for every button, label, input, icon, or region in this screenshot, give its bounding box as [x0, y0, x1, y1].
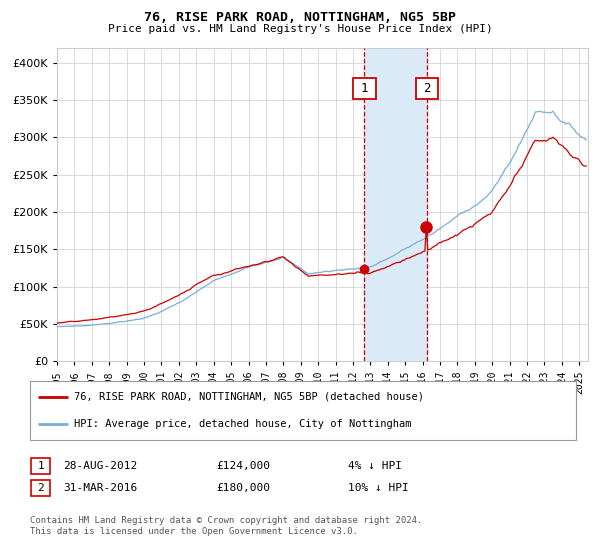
Text: Price paid vs. HM Land Registry's House Price Index (HPI): Price paid vs. HM Land Registry's House … — [107, 24, 493, 34]
Text: 76, RISE PARK ROAD, NOTTINGHAM, NG5 5BP (detached house): 76, RISE PARK ROAD, NOTTINGHAM, NG5 5BP … — [74, 391, 424, 402]
Text: Contains HM Land Registry data © Crown copyright and database right 2024.
This d: Contains HM Land Registry data © Crown c… — [30, 516, 422, 536]
Text: 76, RISE PARK ROAD, NOTTINGHAM, NG5 5BP: 76, RISE PARK ROAD, NOTTINGHAM, NG5 5BP — [144, 11, 456, 24]
Text: £124,000: £124,000 — [216, 461, 270, 471]
Text: £180,000: £180,000 — [216, 483, 270, 493]
Text: 1: 1 — [361, 82, 368, 95]
Text: 31-MAR-2016: 31-MAR-2016 — [63, 483, 137, 493]
Text: HPI: Average price, detached house, City of Nottingham: HPI: Average price, detached house, City… — [74, 419, 411, 429]
Text: 1: 1 — [37, 461, 44, 471]
Text: 28-AUG-2012: 28-AUG-2012 — [63, 461, 137, 471]
Bar — [364, 48, 427, 361]
Text: 2: 2 — [37, 483, 44, 493]
Text: 2: 2 — [423, 82, 431, 95]
Text: 10% ↓ HPI: 10% ↓ HPI — [348, 483, 409, 493]
Text: 4% ↓ HPI: 4% ↓ HPI — [348, 461, 402, 471]
